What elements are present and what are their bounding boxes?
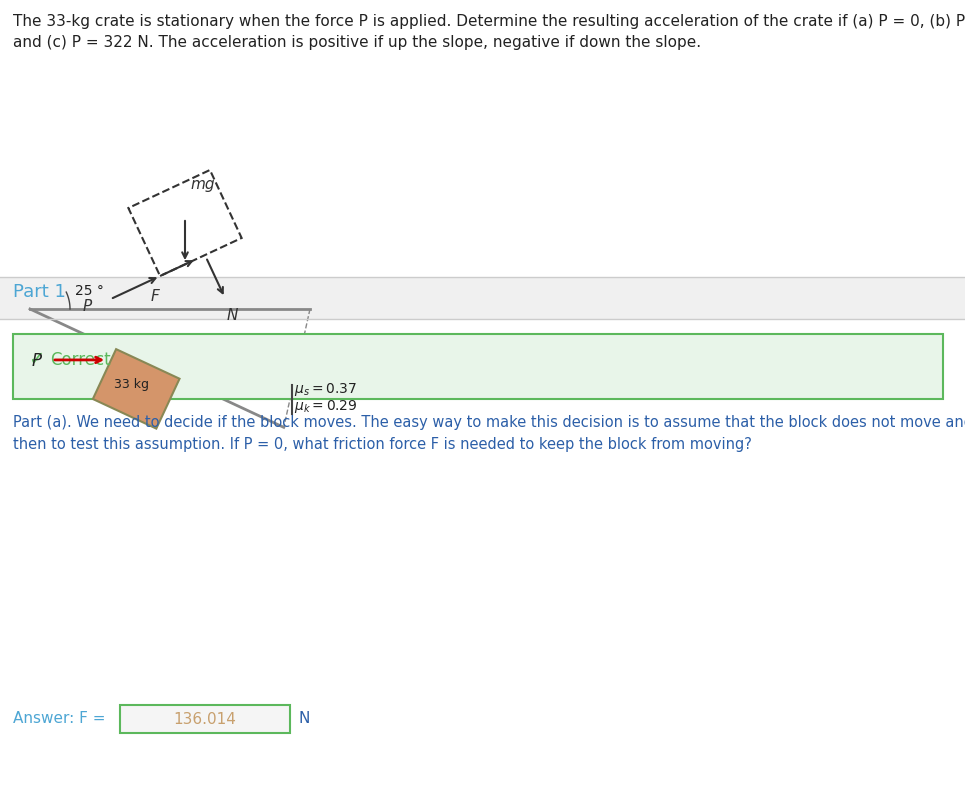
Text: ✓: ✓ xyxy=(28,350,44,369)
FancyBboxPatch shape xyxy=(120,705,290,733)
FancyBboxPatch shape xyxy=(0,278,965,320)
Text: $\mu_k = 0.29$: $\mu_k = 0.29$ xyxy=(293,397,357,415)
Text: P: P xyxy=(32,352,42,369)
Text: 33 kg: 33 kg xyxy=(114,378,149,391)
Text: Answer: F =: Answer: F = xyxy=(13,711,105,726)
Text: 136.014: 136.014 xyxy=(174,711,236,727)
Polygon shape xyxy=(93,350,179,429)
Text: Part 1: Part 1 xyxy=(13,283,66,300)
Text: Correct: Correct xyxy=(50,351,111,369)
FancyBboxPatch shape xyxy=(13,335,943,400)
Text: The 33-kg crate is stationary when the force P is applied. Determine the resulti: The 33-kg crate is stationary when the f… xyxy=(13,14,965,50)
FancyBboxPatch shape xyxy=(0,0,965,270)
Text: 25 °: 25 ° xyxy=(75,283,104,298)
Text: P: P xyxy=(82,299,92,314)
Text: mg: mg xyxy=(190,177,214,191)
Text: F: F xyxy=(151,288,159,304)
Text: N: N xyxy=(226,308,237,323)
Text: N: N xyxy=(298,711,310,726)
Polygon shape xyxy=(128,171,241,277)
Text: Part (a). We need to decide if the block moves. The easy way to make this decisi: Part (a). We need to decide if the block… xyxy=(13,414,965,451)
Text: $\mu_s = 0.37$: $\mu_s = 0.37$ xyxy=(293,381,357,397)
